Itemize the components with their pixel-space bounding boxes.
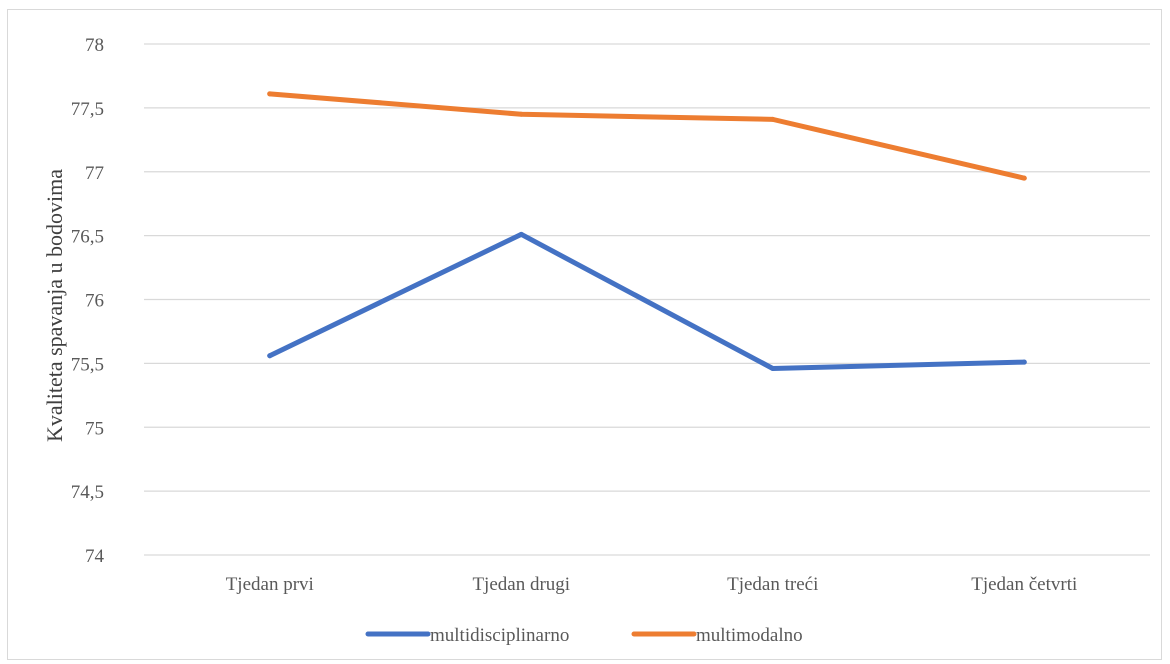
data-point xyxy=(770,116,776,122)
y-tick-label: 74 xyxy=(85,546,105,567)
x-axis-ticks: Tjedan prvi Tjedan drugi Tjedan treći Tjeda… xyxy=(226,574,1078,595)
y-tick-label: 77 xyxy=(85,163,104,184)
data-point xyxy=(770,365,776,371)
data-point xyxy=(518,231,524,237)
data-point xyxy=(1021,175,1027,181)
x-tick-label: Tjedan prvi xyxy=(226,574,314,595)
series-line-multidisciplinarno xyxy=(267,231,1027,371)
data-point xyxy=(518,111,524,117)
y-tick-label: 75,5 xyxy=(71,354,104,375)
x-tick-label: Tjedan treći xyxy=(727,574,818,595)
gridlines xyxy=(144,43,1150,556)
data-point xyxy=(1021,359,1027,365)
y-tick-label: 78 xyxy=(85,35,104,56)
y-tick-label: 76,5 xyxy=(71,227,104,248)
series-line-multimodalno xyxy=(267,91,1027,181)
y-tick-label: 77,5 xyxy=(71,99,104,120)
data-point xyxy=(267,91,273,97)
x-tick-label: Tjedan drugi xyxy=(472,574,570,595)
legend-label: multimodalno xyxy=(696,625,803,646)
legend: multidisciplinarno multimodalno xyxy=(365,625,803,646)
data-point xyxy=(267,353,273,359)
y-axis-ticks: 74 74,5 75 75,5 76 76,5 77 77,5 78 xyxy=(71,35,105,567)
y-tick-label: 74,5 xyxy=(71,482,104,503)
y-tick-label: 75 xyxy=(85,418,104,439)
x-tick-label: Tjedan četvrti xyxy=(971,574,1077,595)
series-lines xyxy=(267,91,1027,371)
y-axis-title: Kvaliteta spavanja u bodovima xyxy=(42,169,67,442)
legend-label: multidisciplinarno xyxy=(430,625,569,646)
y-tick-label: 76 xyxy=(85,291,104,312)
